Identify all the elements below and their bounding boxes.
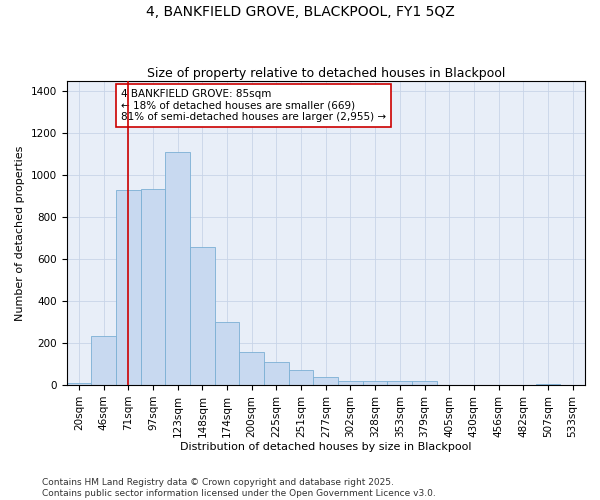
- Bar: [91, 336, 116, 385]
- Bar: [116, 190, 140, 385]
- Title: Size of property relative to detached houses in Blackpool: Size of property relative to detached ho…: [146, 66, 505, 80]
- Bar: [363, 382, 388, 385]
- Bar: [190, 246, 215, 385]
- Bar: [289, 370, 313, 385]
- Bar: [313, 376, 338, 385]
- Bar: [215, 322, 239, 385]
- Y-axis label: Number of detached properties: Number of detached properties: [15, 145, 25, 320]
- Bar: [239, 352, 264, 385]
- Bar: [536, 384, 560, 385]
- Text: 4, BANKFIELD GROVE, BLACKPOOL, FY1 5QZ: 4, BANKFIELD GROVE, BLACKPOOL, FY1 5QZ: [146, 5, 454, 19]
- Bar: [338, 382, 363, 385]
- Bar: [388, 382, 412, 385]
- Bar: [264, 362, 289, 385]
- Bar: [67, 382, 91, 385]
- Text: 4 BANKFIELD GROVE: 85sqm
← 18% of detached houses are smaller (669)
81% of semi-: 4 BANKFIELD GROVE: 85sqm ← 18% of detach…: [121, 89, 386, 122]
- Text: Contains HM Land Registry data © Crown copyright and database right 2025.
Contai: Contains HM Land Registry data © Crown c…: [42, 478, 436, 498]
- Bar: [412, 382, 437, 385]
- Bar: [165, 152, 190, 385]
- X-axis label: Distribution of detached houses by size in Blackpool: Distribution of detached houses by size …: [180, 442, 472, 452]
- Bar: [140, 189, 165, 385]
